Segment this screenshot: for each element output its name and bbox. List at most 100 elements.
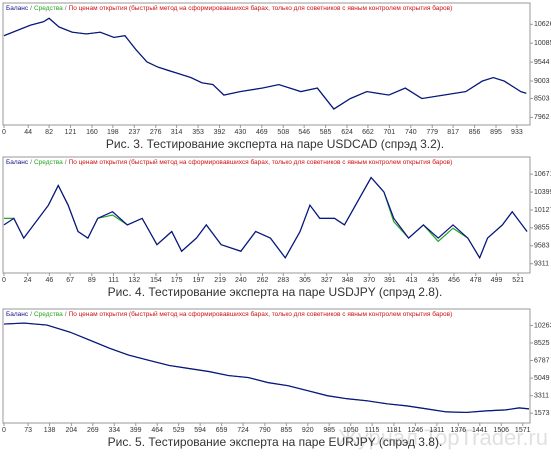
x-tick-label: 856 (469, 129, 481, 136)
x-tick-label: 269 (87, 427, 99, 434)
legend-note: По ценам открытия (быстрый метод на сфор… (69, 158, 453, 166)
x-tick-label: 121 (65, 129, 77, 136)
x-tick-label: 546 (298, 129, 310, 136)
x-tick-label: 392 (214, 129, 226, 136)
caption: Рис. 3. Тестирование эксперта на паре US… (106, 137, 444, 151)
x-tick-label: 435 (427, 277, 439, 284)
x-tick-label: 305 (299, 277, 311, 284)
x-tick-label: 348 (342, 277, 354, 284)
plot-frame (2, 156, 531, 274)
x-tick-label: 920 (302, 427, 314, 434)
x-tick-label: 73 (24, 427, 32, 434)
x-tick-label: 585 (320, 129, 332, 136)
x-tick-label: 1571 (515, 427, 531, 434)
legend-separator: / (65, 159, 67, 166)
watermark: Журнал TopTrader.ru (338, 425, 548, 450)
legend-entry: Баланс (6, 159, 29, 166)
x-tick-label: 391 (384, 277, 396, 284)
legend-separator: / (65, 311, 67, 318)
x-tick-label: 1050 (343, 427, 359, 434)
x-tick-label: 1506 (493, 427, 509, 434)
x-tick-label: 138 (44, 427, 56, 434)
x-tick-label: 1311 (429, 427, 444, 434)
x-tick-label: 817 (447, 129, 459, 136)
series-line (3, 17, 527, 110)
x-tick-label: 508 (277, 129, 289, 136)
x-tick-label: 283 (277, 277, 289, 284)
legend-separator: / (30, 159, 32, 166)
caption: Рис. 5. Тестирование эксперта на паре EU… (108, 435, 443, 449)
x-tick-label: 276 (150, 129, 162, 136)
x-tick-label: 456 (448, 277, 460, 284)
x-tick-label: 175 (171, 277, 183, 284)
x-tick-label: 237 (128, 129, 140, 136)
y-tick-label: 3311 (534, 392, 549, 399)
x-tick-label: 314 (171, 129, 183, 136)
legend: Баланс / Средства / По ценам открытия (быстр… (6, 158, 452, 166)
legend-entry: Баланс (6, 5, 29, 12)
y-tick-label: 9855 (534, 225, 550, 232)
y-tick-label: 8525 (534, 340, 550, 347)
x-tick-label: 740 (405, 129, 417, 136)
legend-note: По ценам открытия (быстрый метод на сфор… (69, 310, 453, 318)
x-tick-label: 399 (130, 427, 142, 434)
x-tick-label: 521 (512, 277, 524, 284)
x-tick-label: 370 (363, 277, 375, 284)
x-tick-label: 701 (384, 129, 396, 136)
x-tick-label: 132 (128, 277, 140, 284)
legend: Баланс / Средства / По ценам открытия (быстр… (6, 310, 452, 318)
y-tick-label: 10399 (534, 189, 551, 196)
y-tick-label: 9544 (534, 59, 550, 66)
x-tick-label: 1246 (408, 427, 424, 434)
y-tick-label: 8503 (534, 95, 550, 102)
plot-frame (2, 308, 531, 424)
x-tick-label: 662 (362, 129, 374, 136)
x-tick-label: 197 (193, 277, 205, 284)
x-tick-label: 0 (2, 277, 6, 284)
x-tick-label: 464 (151, 427, 163, 434)
legend-entry: Средства (34, 159, 63, 166)
x-tick-label: 24 (24, 277, 32, 284)
x-tick-label: 499 (491, 277, 503, 284)
x-tick-label: 1115 (365, 427, 380, 434)
y-tick-label: 9311 (534, 261, 549, 268)
legend-entry: Средства (34, 5, 63, 12)
x-tick-label: 82 (45, 129, 53, 136)
x-tick-label: 478 (470, 277, 482, 284)
x-tick-label: 1376 (451, 427, 467, 434)
x-tick-label: 240 (235, 277, 247, 284)
x-tick-label: 353 (192, 129, 204, 136)
x-tick-label: 413 (406, 277, 418, 284)
x-tick-label: 154 (150, 277, 162, 284)
y-tick-label: 10127 (534, 207, 551, 214)
caption: Рис. 4. Тестирование эксперта на паре US… (108, 285, 443, 299)
legend-separator: / (65, 5, 67, 12)
x-tick-label: 529 (173, 427, 185, 434)
x-tick-label: 219 (214, 277, 226, 284)
x-tick-label: 0 (2, 129, 6, 136)
plot-frame (2, 2, 531, 126)
x-tick-label: 67 (66, 277, 74, 284)
legend-entry: Средства (34, 311, 63, 318)
y-tick-label: 5049 (534, 375, 550, 382)
x-tick-label: 111 (108, 277, 119, 284)
x-tick-label: 895 (490, 129, 502, 136)
x-tick-label: 1181 (386, 427, 401, 434)
x-tick-label: 779 (426, 129, 438, 136)
x-tick-label: 204 (66, 427, 78, 434)
legend-entry: Баланс (6, 311, 29, 318)
y-tick-label: 1573 (534, 410, 550, 417)
x-tick-label: 624 (341, 129, 353, 136)
x-tick-label: 44 (24, 129, 32, 136)
x-tick-label: 327 (321, 277, 333, 284)
x-tick-label: 198 (107, 129, 119, 136)
x-tick-label: 430 (235, 129, 247, 136)
x-tick-label: 262 (257, 277, 269, 284)
x-tick-label: 855 (280, 427, 292, 434)
series-line (3, 176, 528, 260)
x-tick-label: 790 (259, 427, 271, 434)
y-tick-label: 9583 (534, 243, 550, 250)
y-tick-label: 10263 (534, 322, 551, 329)
x-tick-label: 594 (194, 427, 206, 434)
